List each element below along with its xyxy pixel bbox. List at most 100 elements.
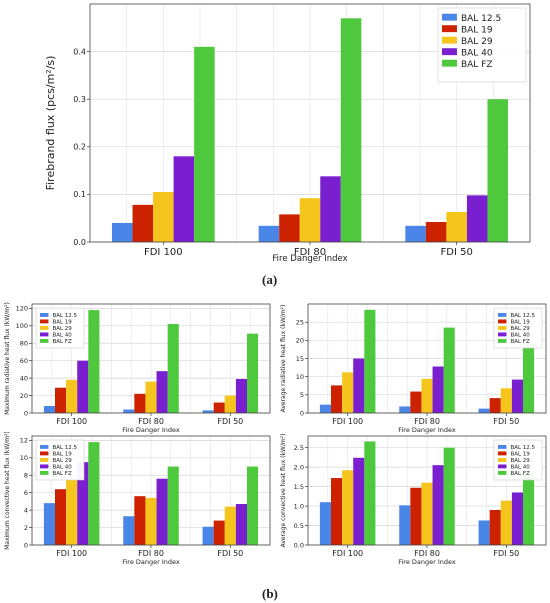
y-tick-label: 0.3 [73, 95, 86, 104]
x-axis: FDI 100 FDI 80 FDI 50 [332, 545, 519, 558]
bar [43, 406, 56, 413]
bar [410, 391, 422, 413]
legend-swatch [40, 319, 49, 324]
y-tick-label: 0.1 [73, 190, 86, 199]
y-axis-label: Maximum radiative heat flux (kW/m²) [4, 302, 11, 415]
bar [500, 500, 512, 545]
bar [246, 466, 259, 545]
y-axis-label: Maximum convective heat flux (kW/m²) [4, 432, 11, 550]
bar [340, 18, 362, 243]
y-tick-label: 1.0 [294, 502, 304, 510]
legend-label: BAL FZ [52, 339, 72, 345]
x-axis: FDI 100 FDI 80 FDI 50 [56, 545, 243, 558]
y-axis-label: Firebrand flux (pcs/m²/s) [44, 56, 57, 191]
legend-swatch [40, 464, 49, 469]
bar [487, 99, 508, 242]
legend-swatch [40, 451, 49, 456]
x-axis-label: Fire Danger Index [122, 426, 180, 434]
x-tick-label: FDI 50 [217, 417, 243, 426]
bar [145, 381, 157, 413]
bar [235, 378, 247, 413]
legend-label: BAL 12.5 [52, 445, 77, 451]
bar [466, 195, 488, 242]
bar [319, 502, 332, 545]
legend-swatch [442, 48, 457, 56]
bar [478, 520, 490, 545]
y-tick-label: 120 [16, 305, 28, 313]
x-axis-label: Fire Danger Index [272, 254, 347, 264]
bar [353, 457, 365, 545]
y-axis-label: Average radiative heat flux (kW/m²) [280, 305, 287, 413]
bar [213, 402, 225, 413]
legend-label: BAL 29 [52, 326, 72, 332]
plot-frame [89, 3, 531, 243]
bar [364, 441, 376, 545]
y-tick-label: 25 [296, 318, 304, 326]
y-tick-label: 40 [20, 374, 28, 382]
legend-label: BAL 19 [510, 320, 530, 326]
x-tick-label: FDI 80 [294, 247, 326, 258]
legend-swatch [498, 319, 507, 324]
bar [77, 360, 89, 413]
bar [500, 388, 512, 413]
plot-frame [307, 303, 547, 414]
legend-swatch [40, 444, 49, 449]
y-tick-label: 6 [24, 489, 28, 497]
bar [246, 333, 259, 413]
bar [399, 406, 411, 413]
y-tick-label: 20 [20, 392, 28, 400]
legend-label: BAL 29 [510, 326, 530, 332]
avg-convective-heat-flux-chart: 0.0 0.5 1.0 1.5 2.0 2.5 FDI 100 FDI 80 FDI 50 Fir… [280, 434, 547, 566]
legend-swatch [498, 312, 507, 317]
bar [153, 192, 174, 242]
bar [399, 505, 411, 545]
x-tick-label: FDI 100 [332, 549, 363, 558]
firebrand-flux-chart: 0.0 0.1 0.2 0.3 0.4 FDI 100 FDI 80 FDI 50 Fire D… [44, 3, 531, 264]
max-convective-heat-flux-chart: 0 2 4 6 8 10 12 FDI 100 FDI 80 FDI 50 Fire Danger … [4, 432, 271, 566]
legend-swatch [498, 325, 507, 330]
bars [43, 310, 259, 413]
legend-swatch [40, 338, 49, 343]
bar [156, 478, 168, 545]
bar [279, 214, 300, 242]
x-tick-label: FDI 50 [493, 417, 519, 426]
x-axis-label: Fire Danger Index [398, 558, 456, 566]
bar [410, 487, 422, 545]
legend-label: BAL 29 [52, 458, 72, 464]
bar [446, 212, 467, 242]
bars [43, 442, 259, 545]
y-tick-label: 0.5 [294, 522, 304, 530]
bar [478, 408, 490, 413]
bar [425, 222, 447, 242]
bar [112, 222, 133, 242]
y-tick-label: 2.0 [294, 463, 304, 471]
x-axis: FDI 100 FDI 80 FDI 50 [144, 242, 473, 258]
x-tick-label: FDI 80 [414, 549, 440, 558]
bar [224, 395, 236, 413]
legend-label: BAL 12.5 [52, 313, 77, 319]
legend-swatch [498, 451, 507, 456]
bar [43, 503, 56, 545]
plot-frame [31, 303, 271, 414]
bar [55, 387, 67, 413]
bar [123, 516, 135, 545]
bar [511, 379, 523, 413]
bar [443, 327, 455, 413]
x-tick-label: FDI 80 [414, 417, 440, 426]
legend-label: BAL 40 [461, 48, 493, 58]
x-tick-label: FDI 100 [332, 417, 363, 426]
y-tick-label: 80 [20, 340, 28, 348]
y-tick-label: 12 [20, 437, 28, 445]
bar [77, 462, 89, 545]
bar [353, 358, 365, 413]
y-tick-label: 4 [24, 506, 28, 514]
legend-swatch [498, 457, 507, 462]
legend-label: BAL 12.5 [510, 445, 535, 451]
x-tick-label: FDI 100 [144, 247, 183, 258]
bar [432, 366, 444, 413]
bar [173, 156, 195, 242]
